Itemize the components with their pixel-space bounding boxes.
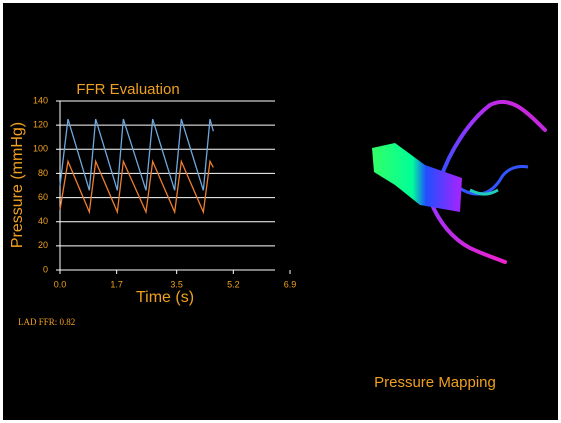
ffr-note: LAD FFR: 0.82 xyxy=(18,317,75,327)
background xyxy=(3,3,558,420)
x-tick-label: 1.7 xyxy=(110,279,123,289)
y-tick-label: 120 xyxy=(33,120,48,130)
y-tick-label: 0 xyxy=(43,264,48,274)
vessel-branch xyxy=(454,165,529,196)
series-line xyxy=(59,118,214,191)
y-tick-label: 80 xyxy=(38,168,48,178)
x-tick-label: 5.2 xyxy=(227,279,240,289)
vessel-body xyxy=(372,143,462,212)
vessel-branch xyxy=(428,198,507,264)
y-tick-label: 20 xyxy=(38,240,48,250)
vessel-render xyxy=(372,99,547,264)
y-tick-label: 60 xyxy=(38,192,48,202)
y-tick-label: 100 xyxy=(33,144,48,154)
x-tick-label: 0.0 xyxy=(54,279,67,289)
y-tick-label: 140 xyxy=(33,95,48,105)
x-tick-label: 3.5 xyxy=(170,279,183,289)
caption: Pressure Mapping xyxy=(374,374,496,391)
vessel-branch xyxy=(438,99,547,182)
chart-title: FFR Evaluation xyxy=(76,81,179,98)
vessel-branch xyxy=(469,188,499,196)
series-line xyxy=(59,158,214,215)
y-tick-label: 40 xyxy=(38,216,48,226)
y-axis-label: Pressure (mmHg) xyxy=(9,122,26,248)
x-tick-label: 6.9 xyxy=(284,279,297,289)
x-axis-label: Time (s) xyxy=(136,289,194,306)
